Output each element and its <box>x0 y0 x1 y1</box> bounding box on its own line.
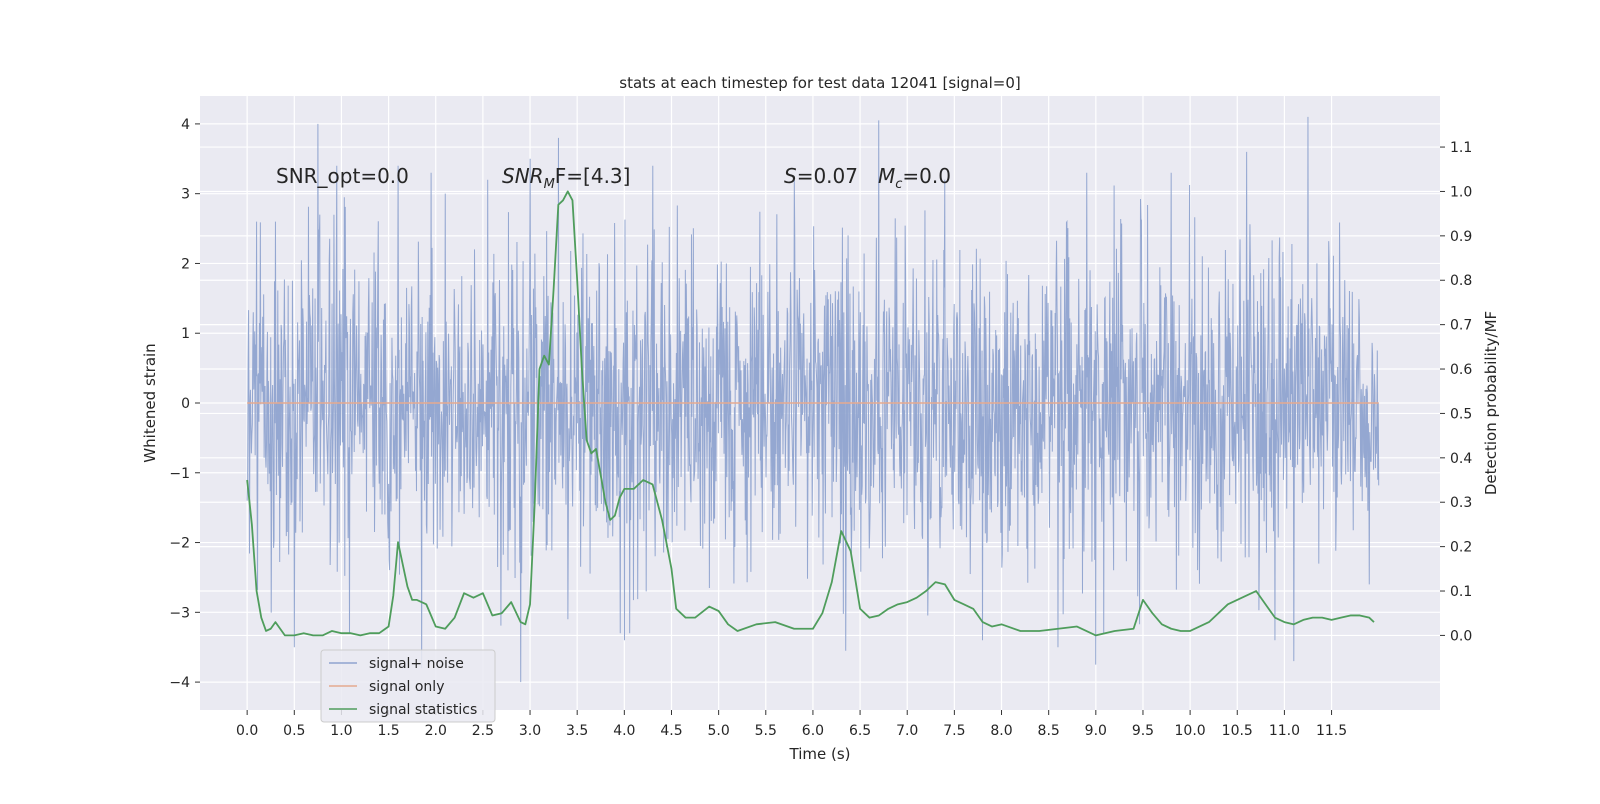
series-signal-noise-line <box>246 116 1380 683</box>
x-tick-label: 8.0 <box>990 723 1012 739</box>
y2-tick-label: 1.0 <box>1450 184 1472 200</box>
y2-tick-label: 0.6 <box>1450 362 1472 378</box>
chart-title: stats at each timestep for test data 120… <box>619 74 1020 92</box>
y2-tick-label: 0.1 <box>1450 584 1472 600</box>
y2-tick-label: 0.5 <box>1450 406 1472 422</box>
y-tick-label: 1 <box>181 326 190 342</box>
x-tick-label: 3.0 <box>519 723 541 739</box>
y2-tick-label: 0.9 <box>1450 229 1472 245</box>
annotation-snr-mf: SNRMF=[4.3] <box>502 164 630 192</box>
y-tick-label: 0 <box>181 396 190 412</box>
annotation-s-symbol: S <box>784 164 797 188</box>
y-tick-label: 3 <box>181 187 190 203</box>
y2-tick-label: 0.7 <box>1450 318 1472 334</box>
x-tick-label: 6.0 <box>802 723 824 739</box>
y-tick-label: 2 <box>181 256 190 272</box>
x-tick-label: 7.5 <box>943 723 965 739</box>
x-tick-label: 9.0 <box>1085 723 1107 739</box>
annotation-mc-value: =0.0 <box>902 164 951 188</box>
y-tick-label: −3 <box>169 605 190 621</box>
x-tick-label: 4.0 <box>613 723 635 739</box>
series-signal-statistics-line <box>246 190 1375 637</box>
x-tick-label: 10.5 <box>1222 723 1253 739</box>
y2-axis-label: Detection probability/MF <box>1482 311 1500 495</box>
annotation-s: S=0.07 <box>784 164 858 188</box>
x-tick-label: 2.0 <box>425 723 447 739</box>
x-tick-label: 3.5 <box>566 723 588 739</box>
annotation-mc-sub: c <box>895 177 902 192</box>
annotation-s-value: =0.07 <box>797 164 858 188</box>
x-tick-label: 6.5 <box>849 723 871 739</box>
data-layer <box>246 116 1380 683</box>
x-tick-label: 5.5 <box>755 723 777 739</box>
y2-tick-label: 0.3 <box>1450 495 1472 511</box>
x-tick-label: 9.5 <box>1132 723 1154 739</box>
legend-label-signal-noise: signal+ noise <box>369 656 464 672</box>
y-axis-label: Whitened strain <box>141 343 159 462</box>
x-tick-label: 5.0 <box>707 723 729 739</box>
y2-tick-label: 0.2 <box>1450 540 1472 556</box>
x-axis-label: Time (s) <box>789 745 851 763</box>
annotation-mc-symbol: M <box>878 164 895 188</box>
x-tick-label: 1.0 <box>330 723 352 739</box>
y2-tick-label: 1.1 <box>1450 140 1472 156</box>
legend-label-signal-statistics: signal statistics <box>369 702 477 718</box>
y2-tick-label: 0.8 <box>1450 273 1472 289</box>
x-tick-label: 1.5 <box>377 723 399 739</box>
legend-label-signal-only: signal only <box>369 679 444 695</box>
x-tick-label: 8.5 <box>1038 723 1060 739</box>
annotation-snr-opt: SNR_opt=0.0 <box>276 164 409 188</box>
axes: 0.0 0.5 1.0 1.5 2.0 2.5 3.0 3.5 4.0 4.5 5.0 5.5 6.0 6… <box>169 117 1472 739</box>
y2-tick-label: 0.4 <box>1450 451 1472 467</box>
x-tick-label: 11.0 <box>1269 723 1300 739</box>
y-tick-label: 4 <box>181 117 190 133</box>
x-tick-label: 0.5 <box>283 723 305 739</box>
x-tick-label: 2.5 <box>472 723 494 739</box>
legend: signal+ noise signal only signal statist… <box>320 649 496 723</box>
x-tick-label: 0.0 <box>236 723 258 739</box>
x-tick-label: 4.5 <box>660 723 682 739</box>
y-tick-label: −1 <box>169 466 190 482</box>
annotation-mc: Mc=0.0 <box>878 164 951 192</box>
x-tick-label: 10.0 <box>1175 723 1206 739</box>
y-tick-label: −2 <box>169 536 190 552</box>
annotation-snr-mf-rest: F=[4.3] <box>555 164 631 188</box>
y2-tick-label: 0.0 <box>1450 628 1472 644</box>
legend-box <box>320 649 496 723</box>
y-tick-label: −4 <box>169 675 190 691</box>
x-tick-label: 11.5 <box>1316 723 1347 739</box>
annotation-snr-mf-prefix: SNR <box>502 164 544 188</box>
annotation-snr-mf-sub: M <box>544 177 555 192</box>
x-tick-label: 7.0 <box>896 723 918 739</box>
